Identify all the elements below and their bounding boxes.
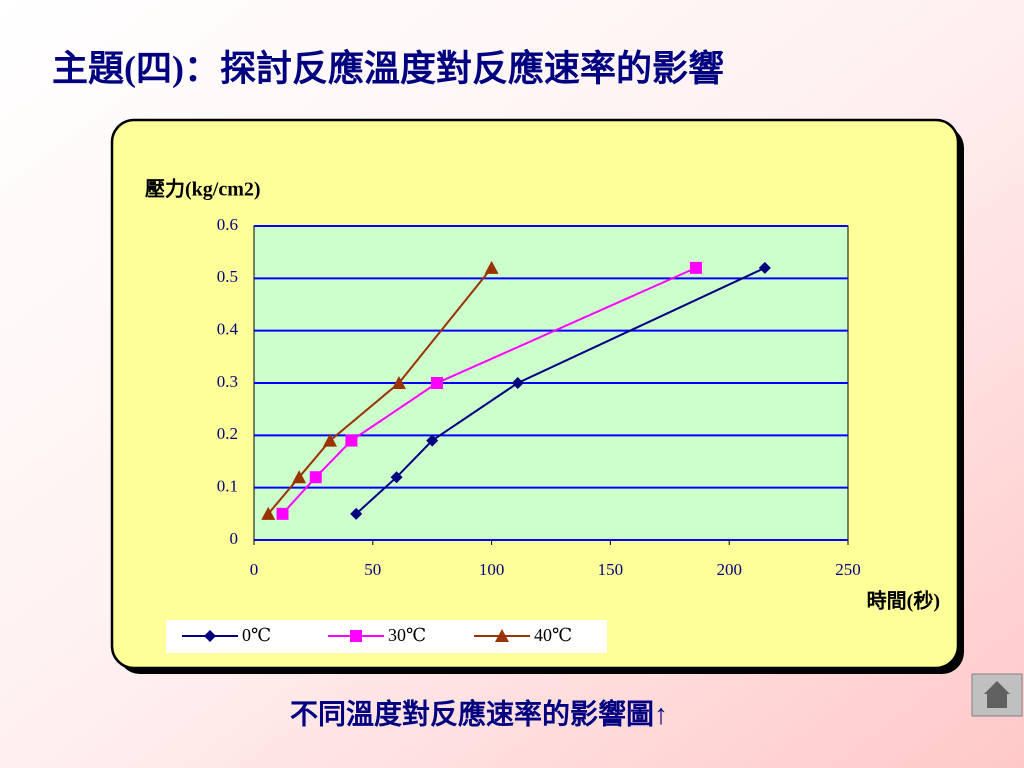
slide-title: 主題(四)：探討反應溫度對反應速率的影響 [52, 47, 724, 88]
data-point [391, 376, 406, 389]
data-point [292, 470, 307, 484]
x-tick-label: 50 [364, 560, 381, 579]
y-tick-label: 0.1 [217, 477, 238, 496]
plot: 0 0.1 0.2 0.3 0.4 0.5 0.6 0 50 100 150 200 250 0℃ 30℃ 4… [182, 215, 861, 645]
data-point [345, 434, 358, 447]
legend-label: 40℃ [534, 625, 572, 645]
x-tick-label: 0 [250, 560, 259, 579]
x-tick-label: 200 [716, 560, 742, 579]
data-point [430, 377, 443, 389]
data-point [323, 433, 338, 447]
data-point [390, 471, 403, 484]
y-tick-label: 0.6 [217, 215, 238, 234]
y-tick-label: 0.5 [217, 267, 238, 286]
data-point [689, 261, 702, 274]
x-tick-label: 100 [479, 560, 505, 579]
data-point [276, 507, 289, 520]
legend-marker [495, 629, 509, 642]
x-axis-label: 時間(秒) [867, 589, 940, 613]
caption: 不同溫度對反應速率的影響圖↑ [290, 697, 668, 730]
y-tick-label: 0.4 [217, 320, 239, 339]
y-axis-label: 壓力(kg/cm2) [145, 178, 261, 201]
data-point [309, 471, 322, 484]
data-point [350, 507, 363, 520]
data-point [511, 377, 524, 389]
data-point [484, 260, 499, 274]
legend-box [166, 620, 607, 653]
legend-marker [350, 630, 362, 642]
legend-label: 30℃ [388, 625, 426, 645]
data-point [426, 434, 439, 447]
y-tick-label: 0.2 [217, 424, 238, 443]
legend-label: 0℃ [242, 625, 271, 645]
y-tick-label: 0.3 [217, 372, 238, 391]
data-point [758, 261, 771, 274]
home-button[interactable] [971, 673, 1023, 717]
legend-marker [204, 630, 216, 642]
home-icon[interactable] [984, 681, 1010, 708]
data-point [261, 506, 276, 520]
x-tick-label: 150 [598, 560, 624, 579]
x-tick-label: 250 [835, 560, 861, 579]
y-tick-label: 0 [230, 529, 239, 548]
